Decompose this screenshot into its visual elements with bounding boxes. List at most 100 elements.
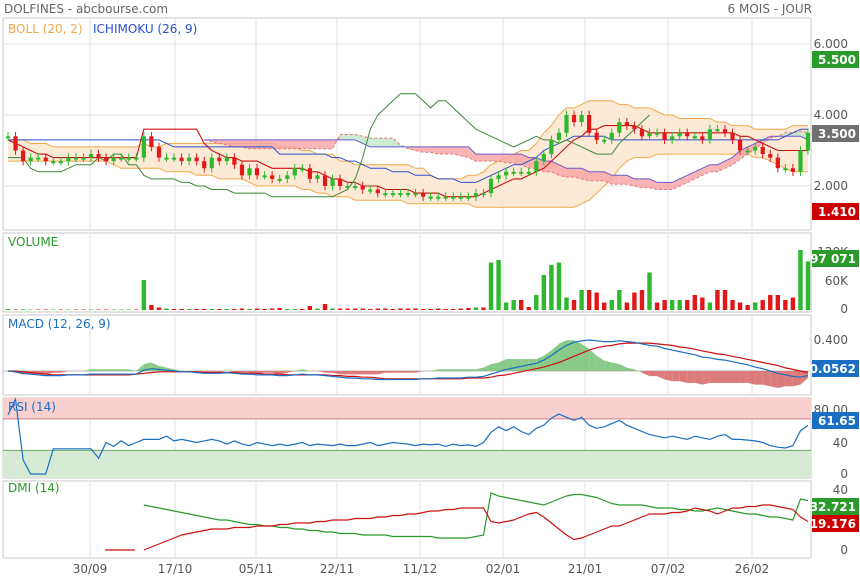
candle-body [504,171,509,176]
ichimoku-cloud-segment [732,150,741,165]
macd-histogram-segment [664,371,673,382]
candle-body [496,175,501,179]
macd-histogram-segment [53,371,61,373]
rsi-last-label-bg [812,412,859,429]
volume-bar [519,300,524,310]
candle-body [164,157,169,160]
volume-bar [58,309,64,310]
candle-body [511,171,516,174]
candle-body [28,157,33,162]
volume-bar [28,309,33,310]
candle-body [805,132,811,151]
volume-bar [594,292,599,310]
candle-body [43,157,48,162]
candle-body [662,132,667,140]
ichimoku-cloud-segment [340,134,348,140]
x-tick-label: 17/10 [158,562,193,576]
volume-bar [239,308,245,310]
volume-bar [164,308,169,310]
macd-title: MACD (12, 26, 9) [8,317,111,331]
volume-bar [624,302,630,310]
ichimoku-cloud-segment [566,168,575,178]
x-tick-label: 22/11 [320,562,355,576]
volume-title: VOLUME [8,235,58,249]
volume-bar [81,309,86,310]
volume-bar [541,275,547,310]
volume-bar [602,302,607,310]
macd-histogram-segment [785,371,793,387]
candle-body [760,146,765,155]
dmi-minus-label: 19.176 [810,517,856,531]
volume-bar [134,309,139,310]
candle-body [775,157,780,169]
macd-histogram-segment [619,364,627,371]
volume-bar [662,300,667,310]
macd-histogram-segment [702,371,710,385]
macd-histogram-segment [279,371,288,375]
candle-body [96,154,101,158]
volume-bar [35,309,41,310]
candle-body [466,196,471,199]
volume-bar [526,307,531,310]
candle-body [292,168,297,176]
candle-body [141,136,146,158]
ichimoku-cloud-segment [513,154,522,165]
macd-histogram-segment [355,371,363,375]
candle-body [58,161,63,164]
candle-body [81,157,86,160]
volume-bar [111,309,116,310]
volume-bar [745,305,750,310]
dmi-plus-label: 32.721 [810,500,856,514]
volume-bar [760,300,765,310]
ichimoku-cloud-segment [634,178,642,188]
macd-histogram-segment [574,340,582,371]
ichimoku-cloud-segment [611,175,620,185]
candle-body [783,168,788,171]
candle-body [692,136,697,139]
ichimoku-cloud-segment [551,161,559,176]
macd-histogram-segment [445,369,454,371]
volume-bar [677,300,682,310]
volume-bar [715,290,720,310]
volume-bar [609,300,614,310]
volume-bar [330,308,335,310]
price-y-tick: 4.000 [814,108,848,122]
macd-histogram-segment [551,343,559,371]
volume-bar [202,309,207,310]
volume-bar [51,309,56,310]
x-tick-label: 11/12 [403,562,438,576]
macd-histogram-segment [755,371,763,385]
volume-bar [322,304,328,310]
ichimoku-cloud-segment [309,139,318,149]
candle-body [707,129,712,140]
volume-bar [315,308,320,310]
price-y-tick: 6.000 [814,37,848,51]
macd-histogram-segment [241,371,250,373]
macd-histogram-segment [385,371,393,373]
macd-histogram-segment [672,371,680,382]
volume-bar [224,309,230,310]
macd-histogram-segment [377,371,386,375]
candle-body [270,175,275,179]
candle-body [337,178,343,186]
ichimoku-cloud-segment [483,154,492,162]
candle-body [700,136,705,140]
candle-body [745,150,750,153]
macd-histogram-segment [566,340,575,371]
ichimoku-cloud-segment [370,138,378,147]
macd-histogram-segment [174,369,182,371]
candle-body [647,132,652,137]
volume-bar [805,261,811,310]
candle-body [594,132,599,140]
macd-histogram-segment [113,369,122,371]
candle-body [119,157,124,160]
volume-bar [360,308,365,310]
panel-frame [2,480,812,559]
volume-bar [254,308,260,310]
candle-body [564,115,569,133]
volume-bar [556,262,562,310]
volume-bar [488,262,494,310]
volume-bar [186,309,192,310]
ichimoku-cloud-segment [377,138,386,147]
macd-histogram-segment [453,369,461,371]
